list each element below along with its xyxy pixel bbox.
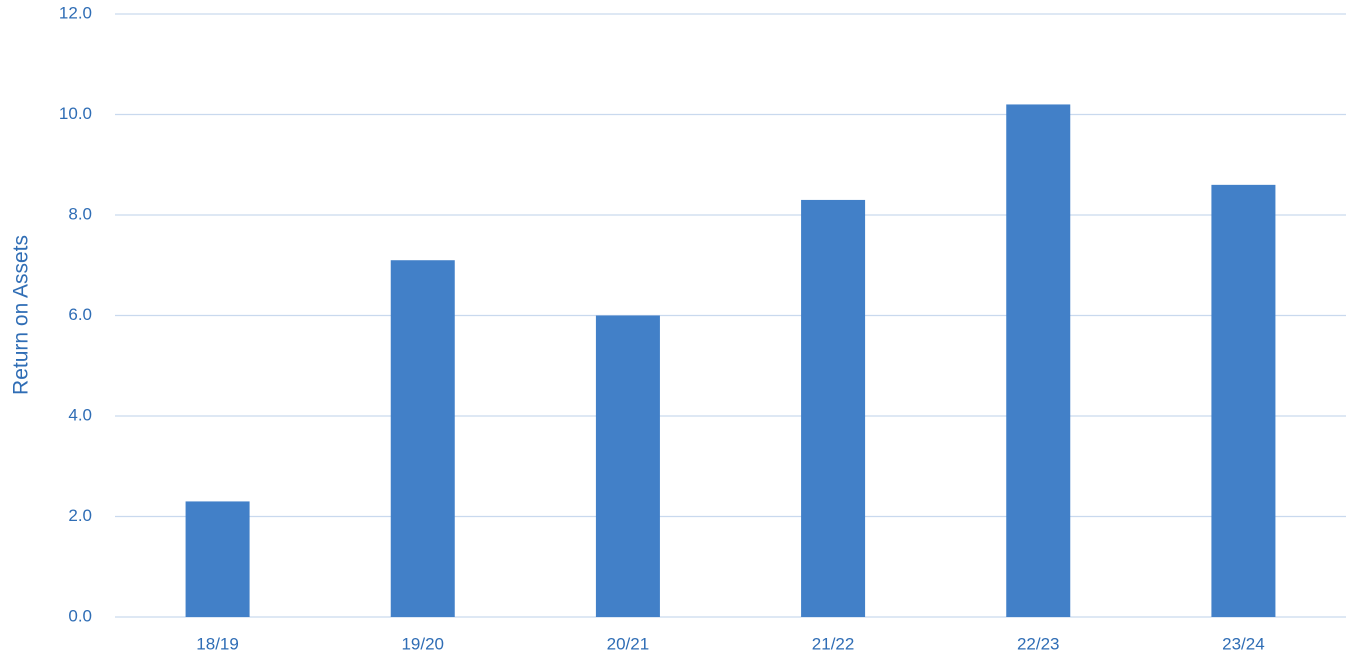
y-tick-label: 12.0 — [59, 3, 92, 22]
x-tick-label: 21/22 — [812, 634, 855, 653]
bar — [185, 501, 250, 617]
bar — [1006, 104, 1071, 617]
x-tick-label: 18/19 — [196, 634, 239, 653]
x-tick-label: 22/23 — [1017, 634, 1060, 653]
y-tick-label: 6.0 — [68, 305, 92, 324]
y-tick-label: 8.0 — [68, 204, 92, 223]
bar — [801, 199, 866, 618]
y-tick-label: 10.0 — [59, 104, 92, 123]
y-tick-label: 2.0 — [68, 506, 92, 525]
y-tick-label: 4.0 — [68, 405, 92, 424]
x-tick-label: 20/21 — [607, 634, 650, 653]
bar — [390, 260, 455, 617]
x-tick-label: 19/20 — [401, 634, 444, 653]
y-tick-label: 0.0 — [68, 606, 92, 625]
bar — [595, 315, 660, 617]
x-tick-label: 23/24 — [1222, 634, 1265, 653]
bar — [1211, 184, 1276, 617]
y-axis-title: Return on Assets — [10, 235, 33, 395]
